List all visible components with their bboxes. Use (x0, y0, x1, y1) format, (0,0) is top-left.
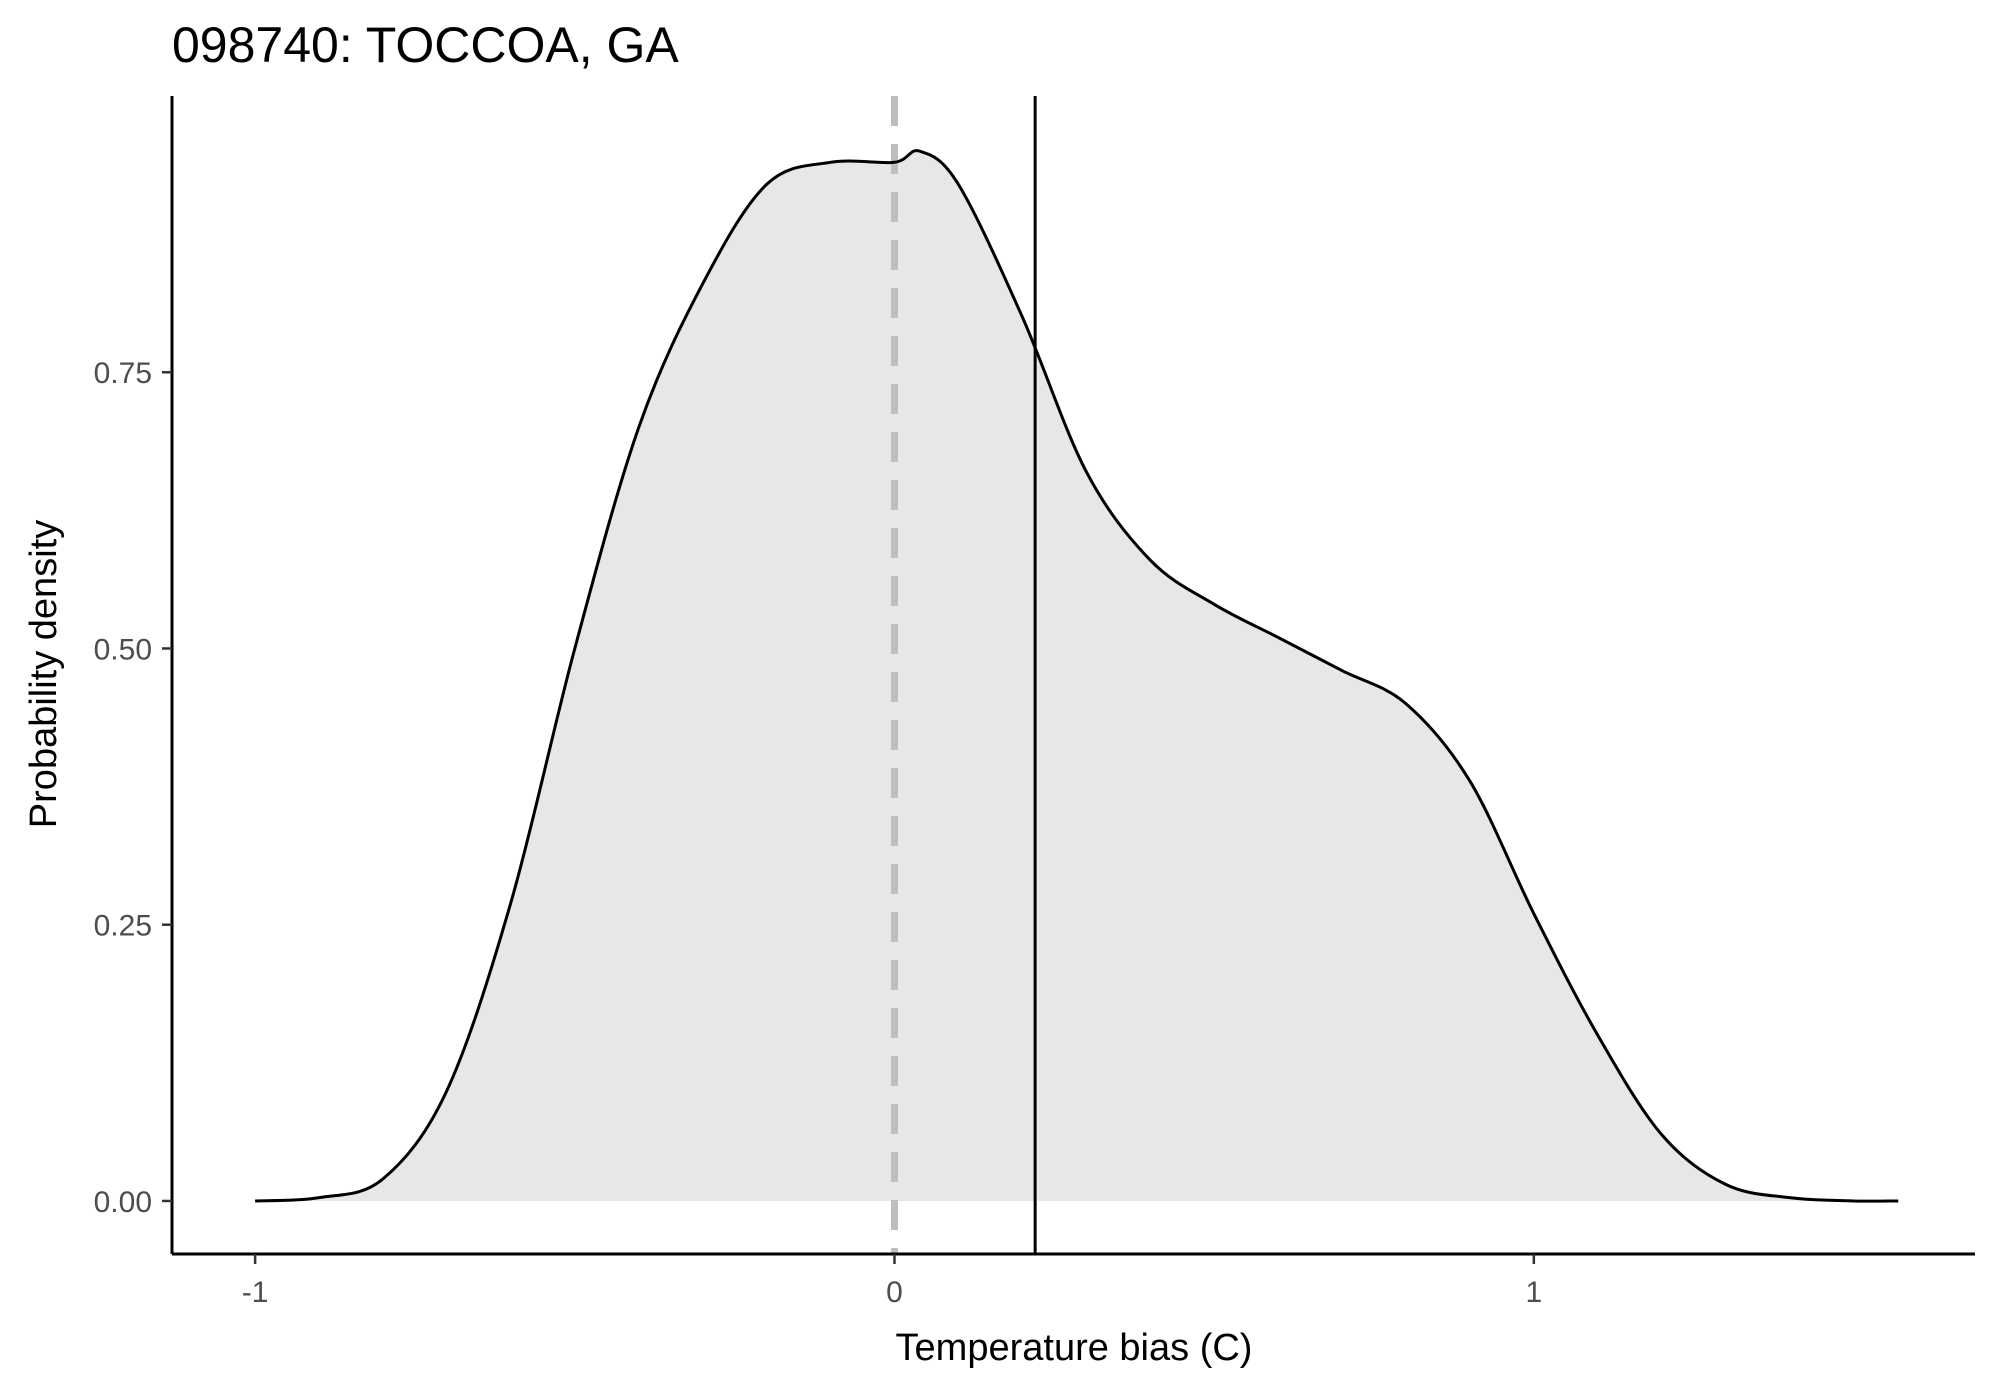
density-area (255, 150, 1899, 1202)
y-axis-ticks: 0.00 0.25 0.50 0.75 (94, 357, 172, 1219)
axes: 0.00 0.25 0.50 0.75 -1 0 1 (94, 96, 1975, 1309)
y-tick-label: 0.75 (94, 357, 152, 390)
y-tick-label: 0.25 (94, 910, 152, 943)
y-tick-label: 0.50 (94, 633, 152, 666)
x-tick-label: 0 (886, 1276, 903, 1309)
x-tick-label: 1 (1525, 1276, 1542, 1309)
y-tick-label: 0.00 (94, 1186, 152, 1219)
density-line (255, 149, 1899, 1203)
x-tick-label: -1 (242, 1276, 269, 1309)
x-axis-ticks: -1 0 1 (242, 1254, 1542, 1309)
x-axis-label: Temperature bias (C) (896, 1327, 1253, 1369)
plot-area (255, 96, 1899, 1254)
y-axis-label: Probability density (23, 520, 65, 828)
chart-title: 098740: TOCCOA, GA (172, 17, 679, 73)
